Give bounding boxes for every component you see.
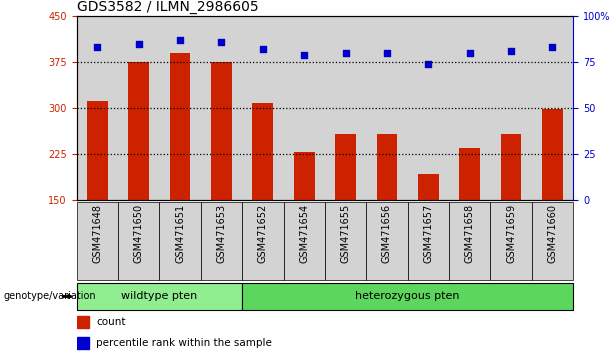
Point bbox=[175, 37, 185, 43]
Text: GSM471658: GSM471658 bbox=[465, 204, 474, 263]
Text: percentile rank within the sample: percentile rank within the sample bbox=[96, 338, 272, 348]
Bar bbox=[77, 202, 118, 280]
Bar bbox=[211, 62, 232, 200]
Text: GSM471657: GSM471657 bbox=[424, 204, 433, 263]
Bar bbox=[490, 16, 532, 200]
Text: GSM471651: GSM471651 bbox=[175, 204, 185, 263]
Text: wildtype pten: wildtype pten bbox=[121, 291, 197, 302]
Bar bbox=[118, 202, 159, 280]
Text: GSM471654: GSM471654 bbox=[299, 204, 309, 263]
Text: GSM471650: GSM471650 bbox=[134, 204, 143, 263]
Bar bbox=[118, 16, 159, 200]
Bar bbox=[159, 202, 201, 280]
Bar bbox=[418, 174, 439, 200]
Text: GSM471659: GSM471659 bbox=[506, 204, 516, 263]
Point bbox=[465, 50, 474, 56]
Bar bbox=[284, 202, 325, 280]
Point bbox=[506, 48, 516, 54]
Bar bbox=[87, 101, 108, 200]
Bar bbox=[325, 16, 367, 200]
Text: GSM471655: GSM471655 bbox=[341, 204, 351, 263]
Bar bbox=[325, 202, 367, 280]
Bar bbox=[542, 109, 563, 200]
Point bbox=[216, 39, 226, 45]
Point bbox=[341, 50, 351, 56]
Text: genotype/variation: genotype/variation bbox=[3, 291, 96, 302]
Bar bbox=[201, 16, 242, 200]
Point bbox=[547, 44, 557, 50]
Text: GDS3582 / ILMN_2986605: GDS3582 / ILMN_2986605 bbox=[77, 0, 258, 13]
Text: GSM471652: GSM471652 bbox=[258, 204, 268, 263]
Bar bbox=[242, 202, 284, 280]
Bar bbox=[159, 16, 201, 200]
Bar bbox=[367, 202, 408, 280]
Point bbox=[424, 61, 433, 67]
Bar bbox=[77, 337, 89, 349]
Bar bbox=[376, 134, 397, 200]
Text: GSM471653: GSM471653 bbox=[216, 204, 226, 263]
Point bbox=[382, 50, 392, 56]
Bar bbox=[77, 16, 118, 200]
Bar bbox=[408, 202, 449, 280]
Bar bbox=[367, 16, 408, 200]
Point bbox=[93, 44, 102, 50]
Bar bbox=[408, 16, 449, 200]
Bar bbox=[335, 134, 356, 200]
Bar bbox=[242, 283, 573, 310]
Point bbox=[134, 41, 143, 46]
Bar bbox=[284, 16, 325, 200]
Text: heterozygous pten: heterozygous pten bbox=[356, 291, 460, 302]
Bar bbox=[532, 202, 573, 280]
Bar bbox=[201, 202, 242, 280]
Bar bbox=[242, 16, 284, 200]
Bar bbox=[77, 283, 242, 310]
Bar bbox=[459, 148, 480, 200]
Text: count: count bbox=[96, 317, 126, 327]
Bar bbox=[294, 152, 314, 200]
Bar bbox=[449, 202, 490, 280]
Bar bbox=[170, 53, 191, 200]
Bar bbox=[77, 316, 89, 328]
Text: GSM471660: GSM471660 bbox=[547, 204, 557, 263]
Bar bbox=[253, 103, 273, 200]
Bar bbox=[128, 62, 149, 200]
Text: GSM471656: GSM471656 bbox=[382, 204, 392, 263]
Text: GSM471648: GSM471648 bbox=[93, 204, 102, 263]
Bar bbox=[532, 16, 573, 200]
Bar bbox=[501, 134, 522, 200]
Point bbox=[299, 52, 309, 57]
Bar bbox=[449, 16, 490, 200]
Bar bbox=[490, 202, 532, 280]
Point bbox=[258, 46, 268, 52]
